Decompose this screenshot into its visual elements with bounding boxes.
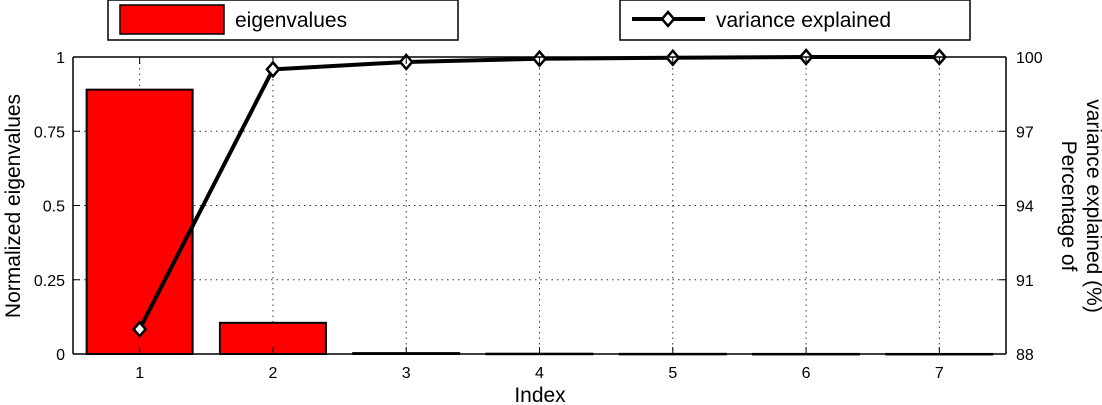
data-point-marker: [265, 60, 281, 79]
y-axis-right-label-line-2: variance explained (%): [1082, 99, 1102, 313]
x-tick-label: 1: [135, 365, 144, 382]
y-tick-label-left: 0.25: [34, 273, 65, 290]
legend-label-variance: variance explained: [716, 9, 891, 32]
legend-box-variance: [619, 0, 971, 41]
bars-layer: [85, 88, 994, 356]
y-tick-label-left: 0.5: [43, 199, 65, 216]
y-tick-label-left: 0: [56, 347, 65, 364]
legend-bar-swatch: [119, 4, 225, 35]
x-tick-label: 4: [535, 365, 544, 382]
y-tick-label-right: 97: [1016, 124, 1034, 141]
y-tick-label-right: 94: [1016, 199, 1034, 216]
legend-label-eigenvalues: eigenvalues: [235, 9, 347, 32]
y-tick-label-right: 88: [1016, 347, 1034, 364]
x-tick-label: 5: [668, 365, 677, 382]
legend-diamond-marker: [660, 10, 676, 28]
legend-eigenvalues: eigenvalues: [107, 0, 459, 41]
x-tick-label: 7: [935, 365, 944, 382]
y-tick-label-left: 0.75: [34, 124, 65, 141]
x-tick-label: 2: [268, 365, 277, 382]
x-tick-label: 6: [802, 365, 811, 382]
y-axis-right-label-line-1: Percentage of: [1057, 141, 1080, 272]
bar: [85, 88, 194, 355]
x-axis-label: Index: [514, 384, 566, 405]
data-point-marker: [131, 320, 148, 339]
y-axis-left-label: Normalized eigenvalues: [2, 94, 25, 318]
legend-variance: variance explained: [619, 0, 971, 41]
ticks-layer: 1 2 3 4 5 6 7 0 0.25 0.5 0.75 1 88 91 94 97 100: [34, 50, 1043, 382]
y-tick-label-right: 91: [1016, 273, 1034, 290]
y-tick-label-right: 100: [1016, 50, 1043, 67]
x-tick-label: 3: [402, 365, 411, 382]
y-tick-label-left: 1: [56, 50, 65, 67]
